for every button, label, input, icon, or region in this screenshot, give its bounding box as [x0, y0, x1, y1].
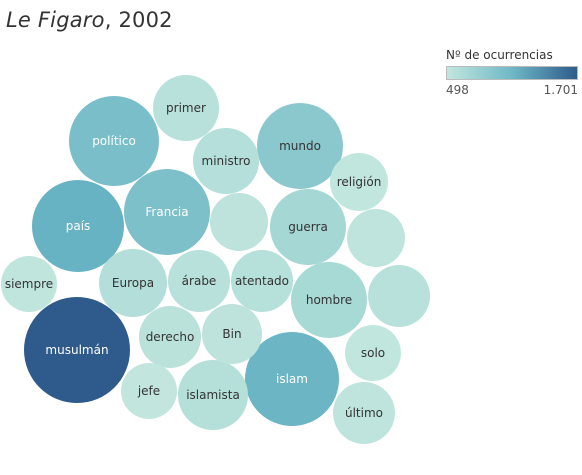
- bubble-circle[interactable]: [139, 306, 201, 368]
- bubble[interactable]: Bin: [202, 304, 262, 364]
- bubble-circle[interactable]: [291, 262, 367, 338]
- bubble-label: mundo: [279, 139, 321, 153]
- bubble[interactable]: último: [333, 382, 395, 444]
- bubble-circle[interactable]: [270, 189, 346, 265]
- legend-min-label: 498: [446, 83, 469, 97]
- bubble-circle[interactable]: [330, 153, 388, 211]
- bubble-circle[interactable]: [231, 250, 293, 312]
- bubble[interactable]: Francia: [124, 169, 210, 255]
- bubble-circle[interactable]: [333, 382, 395, 444]
- bubble[interactable]: mundo: [257, 103, 343, 189]
- bubble-label: solo: [361, 346, 385, 360]
- bubble-label: siempre: [5, 277, 53, 291]
- bubble[interactable]: atentado: [231, 250, 293, 312]
- bubble[interactable]: jefe: [121, 363, 177, 419]
- bubble-circle[interactable]: [178, 360, 248, 430]
- bubble[interactable]: hombre: [291, 262, 367, 338]
- bubble[interactable]: [347, 209, 405, 267]
- bubble-circle[interactable]: [32, 180, 124, 272]
- bubble-label: hombre: [306, 293, 352, 307]
- bubble[interactable]: religión: [330, 153, 388, 211]
- bubble[interactable]: musulmán: [24, 297, 130, 403]
- bubble-circle[interactable]: [345, 325, 401, 381]
- legend-title: Nº de ocurrencias: [446, 48, 553, 62]
- bubble-label: religión: [337, 175, 382, 189]
- chart-title: Le Figaro, 2002: [6, 8, 173, 32]
- bubble-circle[interactable]: [153, 75, 219, 141]
- bubble-label: jefe: [137, 384, 160, 398]
- bubble-circle[interactable]: [99, 249, 167, 317]
- bubble-circle[interactable]: [193, 128, 259, 194]
- bubble[interactable]: islam: [245, 332, 339, 426]
- bubble-label: guerra: [288, 220, 328, 234]
- bubble-label: árabe: [182, 274, 217, 288]
- bubble-label: musulmán: [45, 343, 108, 357]
- bubble[interactable]: árabe: [168, 250, 230, 312]
- bubble[interactable]: solo: [345, 325, 401, 381]
- bubble[interactable]: siempre: [1, 256, 57, 312]
- bubble-label: último: [345, 406, 383, 420]
- bubble[interactable]: derecho: [139, 306, 201, 368]
- bubble-label: Bin: [222, 327, 241, 341]
- bubble-circle[interactable]: [69, 96, 159, 186]
- bubble[interactable]: islamista: [178, 360, 248, 430]
- bubble-circle[interactable]: [24, 297, 130, 403]
- bubble-circle[interactable]: [245, 332, 339, 426]
- bubble-circle[interactable]: [202, 304, 262, 364]
- bubble-circle[interactable]: [368, 265, 430, 327]
- bubble-circle[interactable]: [257, 103, 343, 189]
- bubble[interactable]: [368, 265, 430, 327]
- bubble[interactable]: primer: [153, 75, 219, 141]
- bubble-circle[interactable]: [210, 193, 268, 251]
- bubble-label: político: [92, 134, 136, 148]
- bubble-label: país: [66, 219, 91, 233]
- bubble-label: atentado: [235, 274, 289, 288]
- bubble-label: primer: [166, 101, 206, 115]
- bubble-circle[interactable]: [168, 250, 230, 312]
- bubble[interactable]: [210, 193, 268, 251]
- chart-title-publication: Le Figaro: [6, 8, 105, 32]
- bubble-circle[interactable]: [121, 363, 177, 419]
- legend-max-label: 1.701: [543, 83, 578, 97]
- bubble[interactable]: Europa: [99, 249, 167, 317]
- bubble-circle[interactable]: [1, 256, 57, 312]
- bubble-label: Francia: [145, 205, 188, 219]
- bubble-label: islamista: [186, 388, 240, 402]
- legend-gradient-bar: [446, 66, 578, 80]
- bubble-circle[interactable]: [124, 169, 210, 255]
- color-legend: Nº de ocurrencias 498 1.701: [446, 48, 578, 99]
- bubble-label: derecho: [146, 330, 195, 344]
- chart-title-year: , 2002: [104, 8, 173, 32]
- bubble-label: Europa: [112, 276, 154, 290]
- bubble[interactable]: guerra: [270, 189, 346, 265]
- bubble-circle[interactable]: [347, 209, 405, 267]
- legend-ticks: 498 1.701: [446, 83, 578, 99]
- bubble-label: islam: [276, 372, 308, 386]
- bubble-label: ministro: [202, 154, 251, 168]
- bubble[interactable]: ministro: [193, 128, 259, 194]
- bubble[interactable]: país: [32, 180, 124, 272]
- bubble[interactable]: político: [69, 96, 159, 186]
